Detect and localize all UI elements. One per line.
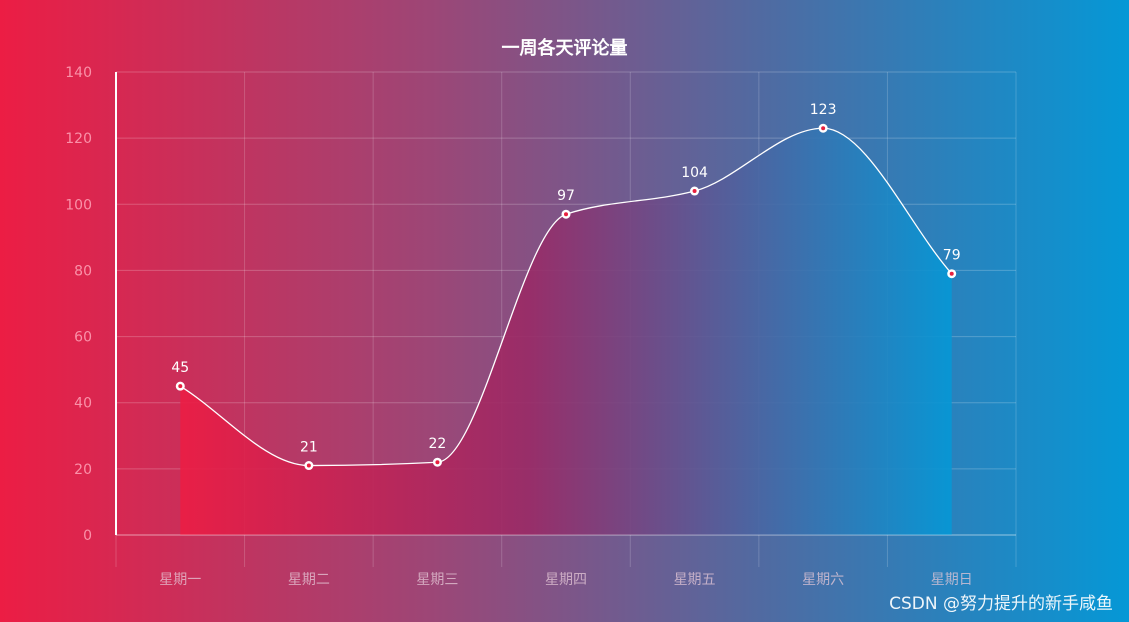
data-label: 97 — [557, 188, 575, 204]
x-tick-label: 星期五 — [674, 572, 716, 588]
data-point-center — [564, 212, 568, 217]
y-tick-label: 140 — [65, 65, 92, 81]
x-tick-label: 星期二 — [288, 572, 330, 588]
data-point-center — [306, 463, 311, 468]
x-tick-label: 星期三 — [416, 572, 458, 588]
y-tick-label: 60 — [74, 330, 92, 346]
data-point-center — [821, 126, 826, 131]
data-point-center — [435, 460, 440, 465]
y-axis: 0 20 40 60 80 100 120 140 — [65, 65, 117, 544]
data-point-center — [178, 384, 183, 389]
data-label: 123 — [810, 102, 837, 118]
data-points — [175, 123, 957, 471]
data-labels: 45 21 22 97 104 123 79 — [171, 102, 960, 455]
y-tick-label: 80 — [74, 263, 92, 279]
x-tick-label: 星期一 — [159, 572, 201, 588]
y-tick-label: 100 — [65, 197, 92, 213]
watermark: CSDN @努力提升的新手咸鱼 — [889, 594, 1113, 614]
data-point-center — [692, 189, 697, 194]
data-label: 21 — [300, 440, 318, 456]
x-axis: 星期一 星期二 星期三 星期四 星期五 星期六 星期日 — [115, 534, 1017, 588]
data-label: 45 — [171, 360, 189, 376]
y-tick-label: 20 — [74, 462, 92, 478]
y-tick-label: 40 — [74, 396, 92, 412]
area-fill — [180, 128, 952, 535]
x-tick-label: 星期六 — [802, 572, 844, 588]
data-label: 22 — [429, 436, 447, 452]
chart-title: 一周各天评论量 — [501, 38, 628, 59]
y-tick-label: 120 — [65, 131, 92, 147]
y-tick-label: 0 — [83, 528, 92, 544]
series-area — [180, 128, 952, 535]
data-label: 79 — [943, 248, 961, 264]
x-tick-label: 星期四 — [545, 572, 587, 588]
data-point-center — [949, 271, 954, 276]
data-label: 104 — [681, 165, 708, 181]
x-tick-label: 星期日 — [931, 572, 973, 588]
